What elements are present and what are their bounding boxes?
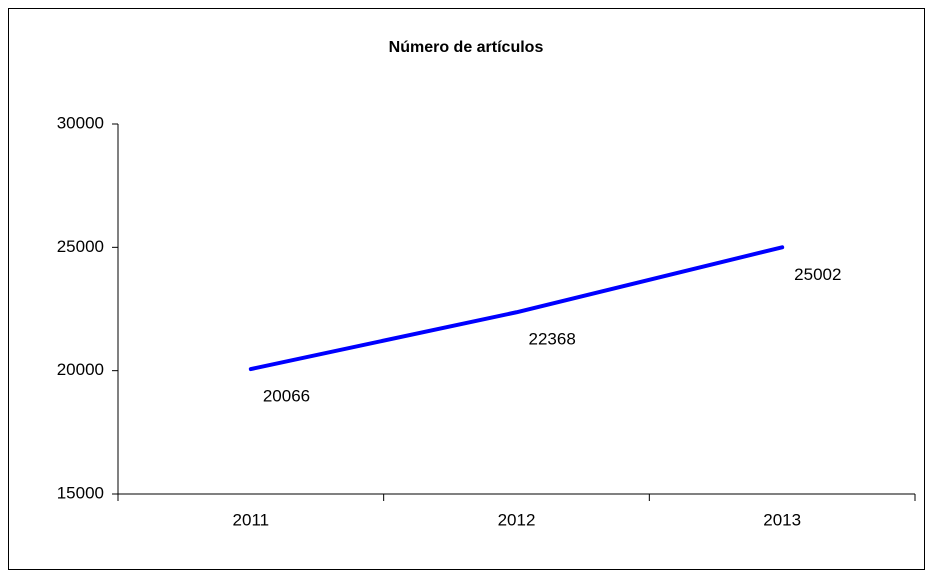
chart-title: Número de artículos — [389, 39, 544, 56]
y-tick-label: 15000 — [57, 483, 104, 502]
x-tick-label: 2013 — [763, 510, 801, 529]
x-tick-label: 2012 — [498, 510, 536, 529]
data-label: 20066 — [263, 387, 310, 406]
data-label: 25002 — [794, 265, 841, 284]
data-label: 22368 — [529, 330, 576, 349]
chart-frame — [8, 8, 925, 570]
x-tick-label: 2011 — [233, 510, 270, 529]
y-tick-label: 20000 — [57, 360, 104, 379]
data-line — [248, 245, 785, 372]
y-tick-label: 30000 — [57, 113, 104, 132]
y-tick-label: 25000 — [57, 237, 104, 256]
